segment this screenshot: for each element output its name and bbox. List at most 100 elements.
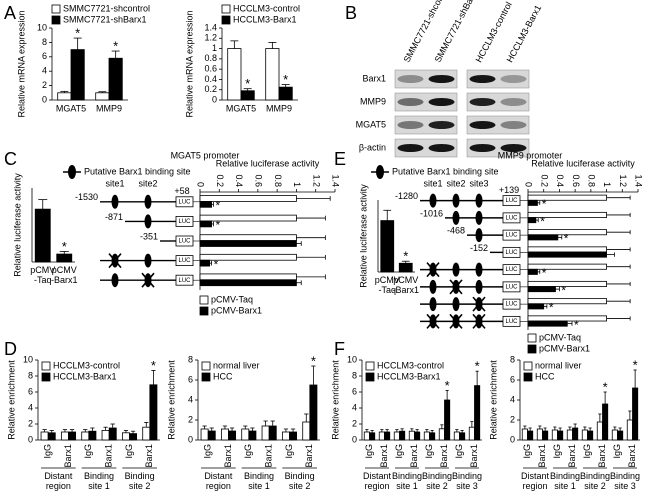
bar	[199, 240, 297, 247]
y-tick-label: 8	[28, 370, 33, 380]
bar	[129, 433, 138, 441]
x-tick-label: Barx1	[439, 444, 449, 468]
x-tick-label: IgG	[424, 444, 434, 459]
x-tick-label: Barx1	[537, 444, 547, 468]
text-line: Binding	[422, 471, 452, 481]
x-tick-label: pCMV -Taq	[30, 265, 55, 285]
bar	[542, 430, 549, 441]
bar	[248, 430, 257, 441]
group-label: Distant region	[204, 471, 233, 491]
legend-label: HCCLM3-Barx1	[53, 371, 117, 381]
y-axis-label: Relative enrichment	[166, 360, 176, 440]
end-label: +58	[174, 186, 189, 196]
legend-label: pCMV-Taq	[539, 332, 581, 342]
significance-mark: *	[540, 214, 545, 228]
bar	[380, 220, 395, 273]
bar	[384, 431, 391, 441]
bar	[527, 303, 545, 310]
luc-label: LUC	[505, 233, 518, 239]
bar	[429, 432, 436, 441]
band	[469, 75, 496, 83]
significance-mark: *	[311, 353, 316, 368]
bar	[227, 48, 242, 101]
x-tick-label: IgG	[582, 444, 592, 459]
legend-label: SMMC7721-shBarx1	[63, 14, 147, 24]
luc-label: LUC	[178, 239, 191, 245]
y-tick-label: 0	[510, 434, 515, 444]
band	[428, 121, 455, 129]
blot-frame	[466, 69, 530, 89]
band	[397, 75, 424, 83]
legend-label: HCCLM3-Barx1	[233, 14, 297, 24]
legend-label: normal liver	[213, 360, 260, 370]
legend-swatch	[201, 372, 211, 382]
x-tick-label: IgG	[612, 444, 622, 459]
mutation	[449, 313, 463, 329]
blot-frame	[394, 138, 458, 158]
y-tick-label: 6	[188, 374, 193, 384]
bar	[527, 315, 607, 322]
mutation	[141, 272, 155, 288]
bar	[378, 431, 385, 441]
y-tick-label: 0	[188, 434, 193, 444]
significance-mark: *	[283, 72, 288, 87]
group-label: Binding site 1	[392, 471, 422, 491]
legend-swatch	[523, 361, 533, 371]
x-tick-label: Barx1	[627, 444, 637, 468]
legend-label: pCMV-Barx1	[539, 343, 590, 353]
luc-label: LUC	[505, 198, 518, 204]
text-line: Binding	[285, 471, 315, 481]
position-label: -468	[447, 226, 465, 236]
bar	[527, 251, 607, 258]
y-tick-label: 6	[352, 386, 357, 396]
bar	[587, 430, 594, 441]
x-tick-label: pCMV -Barx1	[51, 265, 78, 285]
significance-mark: *	[542, 266, 547, 280]
bar	[81, 431, 90, 441]
bar	[265, 48, 280, 101]
band	[428, 98, 455, 106]
x-tick-label: Barx1	[409, 444, 419, 468]
bar	[423, 431, 430, 441]
bar	[596, 421, 603, 441]
text-line: -Barx1	[51, 275, 78, 285]
y-tick-label: 2	[510, 414, 515, 424]
y-tick-label: 1	[212, 43, 217, 53]
bar	[302, 421, 311, 441]
y-tick-label: 10	[347, 354, 357, 364]
legend-swatch	[365, 361, 375, 371]
bar	[527, 430, 534, 441]
legend-swatch	[199, 295, 209, 305]
y-tick-label: 6	[28, 386, 33, 396]
y-tick-label: 10	[23, 354, 33, 364]
bar	[309, 384, 318, 441]
site-label: site2	[446, 178, 465, 188]
x-tick-label: Barx1	[264, 444, 274, 468]
text-line: Binding	[550, 471, 580, 481]
significance-mark: *	[245, 76, 250, 91]
panel-label: F	[334, 339, 345, 359]
y-axis-label: Relative enrichment	[6, 360, 16, 440]
bar	[199, 259, 211, 267]
significance-mark: *	[633, 357, 638, 372]
band	[428, 75, 455, 83]
x-tick-label: 0.4	[555, 174, 565, 187]
bar	[527, 263, 607, 270]
bar	[149, 384, 158, 441]
bar	[527, 320, 568, 327]
band	[500, 144, 527, 152]
bar	[453, 431, 460, 441]
text-line: Binding	[610, 471, 640, 481]
y-axis-label: Relative mRNA expression	[184, 10, 194, 117]
significance-mark: *	[603, 379, 608, 394]
luc-label: LUC	[505, 215, 518, 221]
y-axis-label: Relative enrichment	[330, 360, 340, 440]
x-tick-label: MMP9	[266, 103, 292, 113]
x-tick-label: Barx1	[63, 444, 73, 468]
group-label: Binding site 2	[580, 471, 610, 491]
bar	[228, 430, 237, 441]
position-label: -1280	[395, 191, 418, 201]
lane-label: SMMC7721-shBarx1	[433, 0, 481, 64]
group-label: Binding site 3	[610, 471, 640, 491]
bar	[121, 432, 130, 441]
